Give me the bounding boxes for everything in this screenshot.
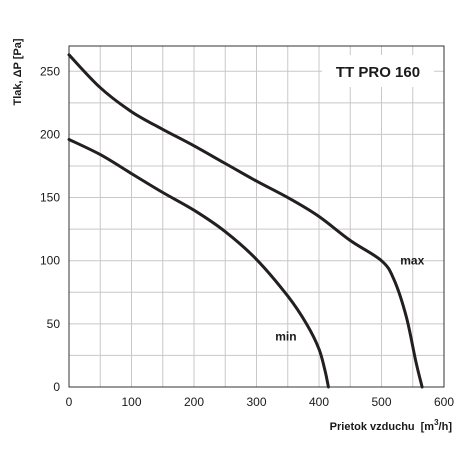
x-axis-label: Prietok vzduchu [m3/h]: [330, 418, 453, 433]
y-tick-label: 100: [40, 254, 60, 268]
x-tick-label: 200: [184, 395, 204, 409]
x-tick-label: 500: [371, 395, 391, 409]
series-labels: max min: [275, 253, 424, 343]
y-tick-label: 200: [40, 127, 60, 141]
x-tick-label: 0: [66, 395, 73, 409]
series-label-min: min: [275, 329, 296, 343]
x-tick-label: 300: [246, 395, 266, 409]
series-label-max: max: [400, 253, 424, 267]
x-axis-label-text: Prietok vzduchu: [330, 421, 415, 433]
x-axis-unit-prefix: [m: [421, 421, 435, 433]
x-tick-label: 400: [309, 395, 329, 409]
chart-title: TT PRO 160: [336, 64, 420, 81]
x-tick-labels: 0 100 200 300 400 500 600: [66, 395, 455, 409]
x-tick-label: 100: [121, 395, 141, 409]
grid: [69, 46, 444, 387]
y-tick-label: 50: [47, 317, 61, 331]
x-axis-unit-sup: 3: [434, 418, 439, 427]
y-tick-labels: 0 50 100 150 200 250: [40, 64, 60, 394]
x-tick-label: 600: [434, 395, 454, 409]
series-layer: [67, 53, 424, 389]
series-line-min: [67, 138, 330, 389]
series-line-max: [67, 53, 424, 389]
y-tick-label: 250: [40, 64, 60, 78]
y-tick-label: 150: [40, 191, 60, 205]
x-axis-unit-suffix: /h]: [439, 421, 453, 433]
y-tick-label: 0: [53, 380, 60, 394]
y-axis-label: Tlak, ΔP [Pa]: [12, 38, 24, 105]
plot-frame: [68, 45, 445, 388]
title-box: [322, 55, 434, 87]
